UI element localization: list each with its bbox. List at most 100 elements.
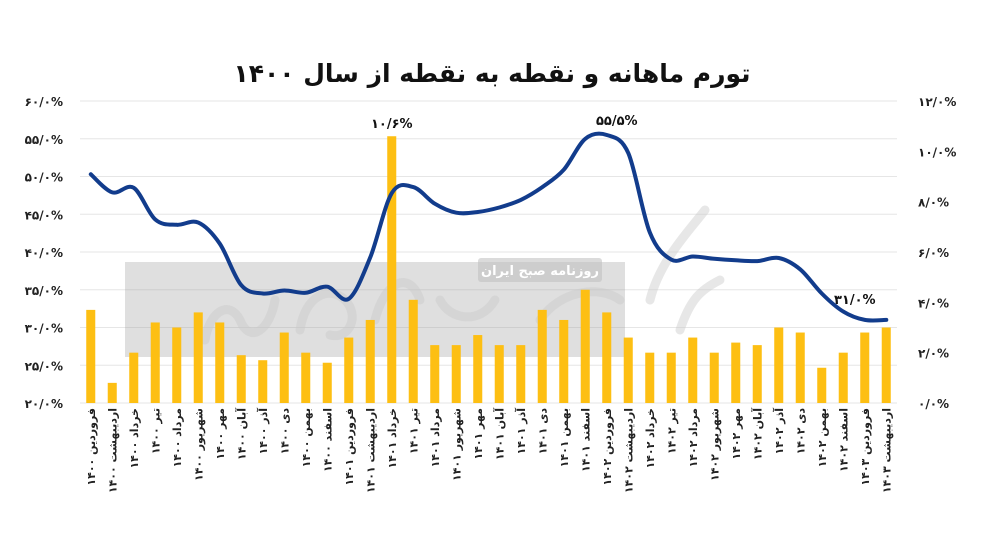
- bar: [752, 345, 762, 403]
- x-tick-label: فروردین ۱۴۰۳: [859, 408, 872, 486]
- bar: [559, 319, 569, 403]
- annotation-label: ۵۵/۵%: [596, 114, 638, 129]
- bar: [387, 136, 397, 403]
- x-tick-label: فروردین ۱۴۰۰: [85, 408, 98, 486]
- x-tick-label: آبان ۱۴۰۱: [492, 408, 506, 460]
- bar: [860, 332, 870, 403]
- x-tick-label: دی ۱۴۰۲: [794, 408, 807, 455]
- bar: [193, 312, 203, 403]
- x-tick-label: خرداد ۱۴۰۱: [386, 408, 399, 469]
- bar: [215, 322, 225, 403]
- x-tick-label: اردیبهشت ۱۴۰۳: [880, 408, 893, 493]
- bar: [623, 337, 633, 403]
- x-tick-label: شهریور ۱۴۰۱: [450, 408, 463, 481]
- x-tick-label: اردیبهشت ۱۴۰۲: [622, 408, 635, 493]
- right-tick-label: ۶/۰%: [918, 246, 949, 260]
- bar: [645, 352, 655, 403]
- bar: [881, 327, 891, 403]
- x-tick-label: اسفند ۱۴۰۱: [579, 408, 592, 472]
- bar: [709, 352, 719, 403]
- bar: [516, 345, 526, 403]
- left-tick-label: ۶۰/۰%: [25, 95, 63, 109]
- bar: [258, 360, 268, 403]
- x-tick-label: آبان ۱۴۰۲: [750, 408, 764, 460]
- bar: [602, 312, 612, 403]
- x-tick-label: فروردین ۱۴۰۱: [343, 408, 356, 486]
- watermark-banner-tab: [478, 258, 602, 282]
- left-axis-ticks: ۲۰/۰% ۲۵/۰% ۳۰/۰% ۳۵/۰% ۴۰/۰% ۴۵/۰% ۵۰/۰% ۵۵/۰%…: [25, 95, 63, 411]
- right-tick-label: ۸/۰%: [918, 196, 949, 210]
- x-tick-label: بهمن ۱۴۰۲: [816, 408, 829, 467]
- x-tick-label: تیر ۱۴۰۱: [407, 408, 420, 454]
- x-tick-label: بهمن ۱۴۰۰: [300, 408, 313, 467]
- annotation-label: ۳۱/۰%: [834, 293, 876, 308]
- bar: [236, 355, 246, 403]
- x-tick-label: بهمن ۱۴۰۱: [558, 408, 571, 467]
- bar: [795, 332, 805, 403]
- bar: [129, 352, 139, 403]
- x-tick-label: مرداد ۱۴۰۰: [171, 408, 184, 467]
- bar: [838, 352, 848, 403]
- annotations: ۱۰/۶% ۵۵/۵% ۳۱/۰%: [371, 114, 876, 308]
- x-tick-label: اسفند ۱۴۰۲: [837, 408, 850, 472]
- right-tick-label: ۲/۰%: [918, 347, 949, 361]
- bar: [817, 367, 827, 403]
- x-tick-label: اردیبهشت ۱۴۰۱: [364, 408, 377, 493]
- bar: [774, 327, 784, 403]
- bar: [408, 299, 418, 403]
- watermark: روزنامه صبح ایران: [125, 205, 725, 357]
- x-tick-label: مرداد ۱۴۰۲: [687, 408, 700, 467]
- x-tick-label: دی ۱۴۰۰: [278, 408, 291, 455]
- x-tick-label: آبان ۱۴۰۰: [234, 408, 248, 460]
- right-tick-label: ۱۲/۰%: [918, 95, 956, 109]
- bar: [430, 345, 440, 403]
- bar: [451, 345, 461, 403]
- right-tick-label: ۱۰/۰%: [918, 145, 956, 159]
- x-tick-label: آذر ۱۴۰۲: [772, 408, 786, 455]
- right-tick-label: ۴/۰%: [918, 296, 949, 310]
- x-tick-label: دی ۱۴۰۱: [536, 408, 549, 455]
- chart-title: تورم ماهانه و نقطه به نقطه از سال ۱۴۰۰: [233, 59, 750, 89]
- bar: [279, 332, 289, 403]
- right-tick-label: ۰/۰%: [918, 397, 949, 411]
- monthly-inflation-bars: [86, 136, 891, 403]
- left-tick-label: ۵۵/۰%: [25, 133, 63, 147]
- x-tick-label: آذر ۱۴۰۰: [256, 408, 270, 455]
- bar: [86, 309, 96, 403]
- bar: [344, 337, 354, 403]
- bar: [150, 322, 160, 403]
- x-tick-label: تیر ۱۴۰۲: [665, 408, 678, 454]
- x-tick-label: مهر ۱۴۰۰: [214, 408, 227, 460]
- x-tick-label: خرداد ۱۴۰۲: [644, 408, 657, 469]
- watermark-banner-text: روزنامه صبح ایران: [481, 264, 599, 279]
- bar: [172, 327, 182, 403]
- left-tick-label: ۴۵/۰%: [25, 208, 63, 222]
- left-tick-label: ۵۰/۰%: [25, 171, 63, 185]
- bar: [688, 337, 698, 403]
- bar: [322, 362, 332, 403]
- bar: [107, 382, 117, 403]
- x-tick-label: تیر ۱۴۰۰: [149, 408, 162, 454]
- x-tick-label: شهریور ۱۴۰۰: [192, 408, 205, 481]
- yoy-inflation-line: [88, 131, 889, 323]
- x-tick-label: اردیبهشت ۱۴۰۰: [106, 408, 119, 493]
- x-tick-label: مرداد ۱۴۰۱: [429, 408, 442, 467]
- x-tick-label: آذر ۱۴۰۱: [514, 408, 528, 455]
- bar: [537, 309, 547, 403]
- x-tick-label: اسفند ۱۴۰۰: [321, 408, 334, 472]
- left-tick-label: ۲۰/۰%: [25, 397, 63, 411]
- x-tick-label: مهر ۱۴۰۱: [472, 408, 485, 460]
- x-axis-ticks: فروردین ۱۴۰۰ اردیبهشت ۱۴۰۰ خرداد ۱۴۰۰ تیر ۱…: [85, 408, 894, 494]
- annotation-label: ۱۰/۶%: [371, 117, 413, 132]
- watermark-logo: [200, 205, 725, 345]
- x-tick-label: شهریور ۱۴۰۲: [708, 408, 721, 481]
- x-tick-label: خرداد ۱۴۰۰: [128, 408, 141, 469]
- bar: [731, 342, 741, 403]
- bar: [580, 289, 590, 403]
- bar: [666, 352, 676, 403]
- left-tick-label: ۳۵/۰%: [25, 284, 63, 298]
- bar: [473, 335, 483, 403]
- bar: [301, 352, 311, 403]
- right-axis-ticks: ۰/۰% ۲/۰% ۴/۰% ۶/۰% ۸/۰% ۱۰/۰% ۱۲/۰%: [918, 95, 956, 411]
